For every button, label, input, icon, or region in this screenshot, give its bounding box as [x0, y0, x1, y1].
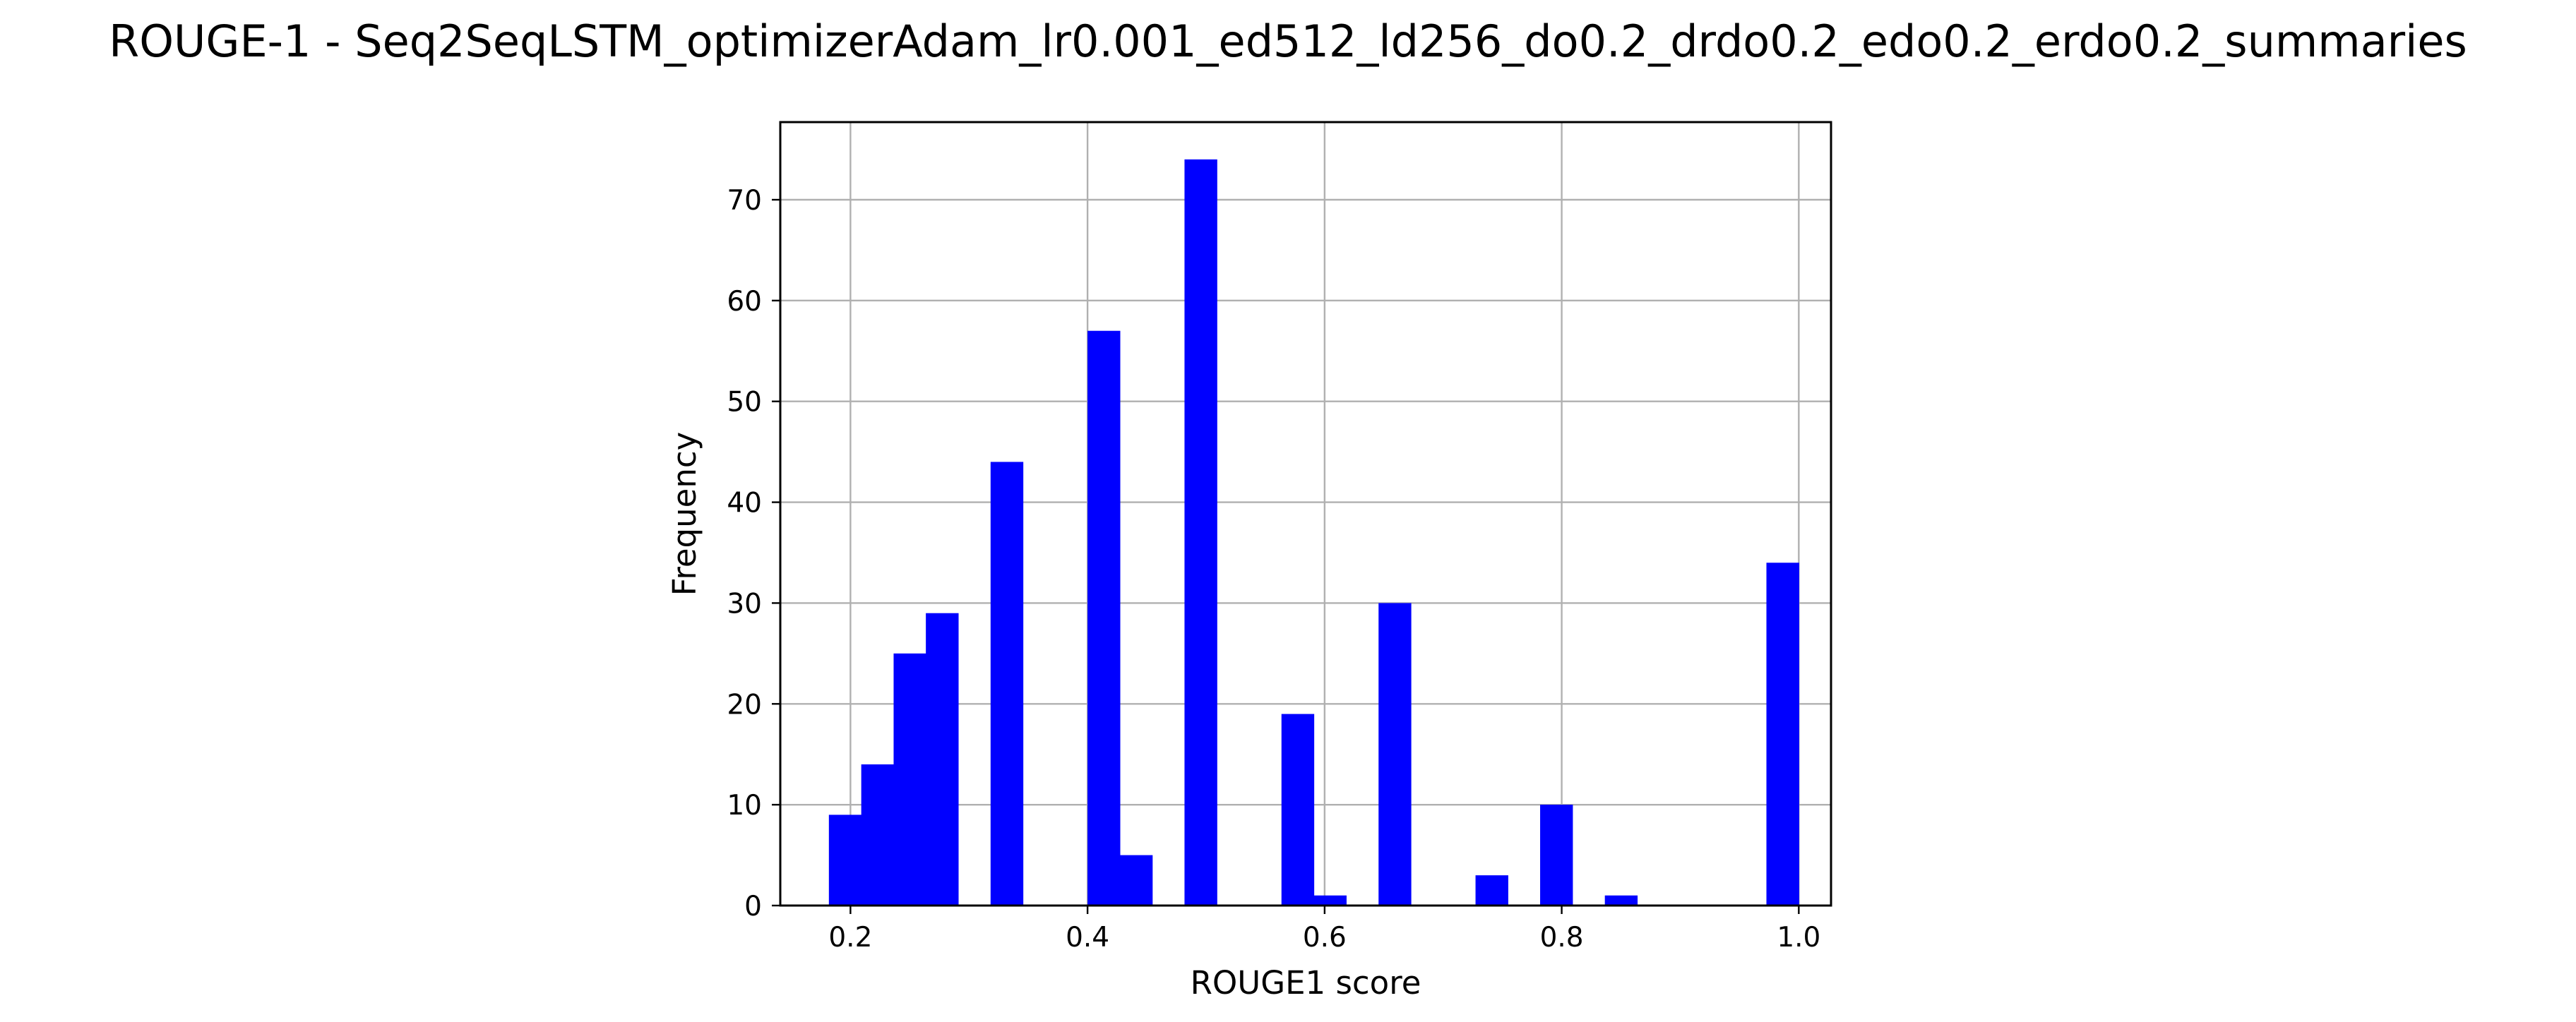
x-tick-label: 0.6 — [1303, 922, 1347, 954]
histogram-bar — [1475, 875, 1508, 906]
x-tick-label: 1.0 — [1777, 922, 1820, 954]
y-tick-label: 10 — [727, 790, 762, 822]
histogram-bar — [893, 653, 926, 906]
y-tick-label: 20 — [727, 689, 762, 721]
y-tick-label: 60 — [727, 286, 762, 318]
histogram-bar — [861, 764, 895, 906]
axis-ticks: 0.2 0.4 0.6 0.8 1.0 0 10 20 30 40 50 60 70 — [727, 185, 1820, 954]
histogram-bars — [828, 159, 1799, 906]
chart-title: ROUGE-1 - Seq2SeqLSTM_optimizerAdam_lr0.… — [109, 16, 2467, 67]
x-axis-label: ROUGE1 score — [1191, 964, 1421, 1002]
x-tick-label: 0.8 — [1540, 922, 1584, 954]
x-tick-label: 0.2 — [828, 922, 872, 954]
histogram-bar — [1766, 563, 1799, 906]
histogram-bar — [1604, 895, 1638, 906]
histogram-bar — [828, 814, 862, 906]
y-axis-label: Frequency — [666, 432, 703, 596]
histogram-bar — [1281, 714, 1315, 906]
plot-area-frame — [779, 121, 1832, 907]
histogram-bar — [1087, 330, 1121, 906]
y-tick-label: 0 — [744, 891, 762, 922]
histogram-bar — [1540, 805, 1573, 906]
x-tick-label: 0.4 — [1066, 922, 1109, 954]
histogram-bar — [1378, 603, 1412, 906]
histogram-bar — [990, 462, 1024, 906]
y-tick-label: 50 — [727, 387, 762, 419]
y-tick-label: 30 — [727, 588, 762, 620]
y-tick-label: 70 — [727, 185, 762, 217]
histogram-bar — [1184, 159, 1217, 906]
y-tick-label: 40 — [727, 488, 762, 519]
histogram-bar — [1119, 855, 1153, 906]
histogram-bar — [926, 613, 959, 906]
histogram-bar — [1313, 895, 1347, 906]
